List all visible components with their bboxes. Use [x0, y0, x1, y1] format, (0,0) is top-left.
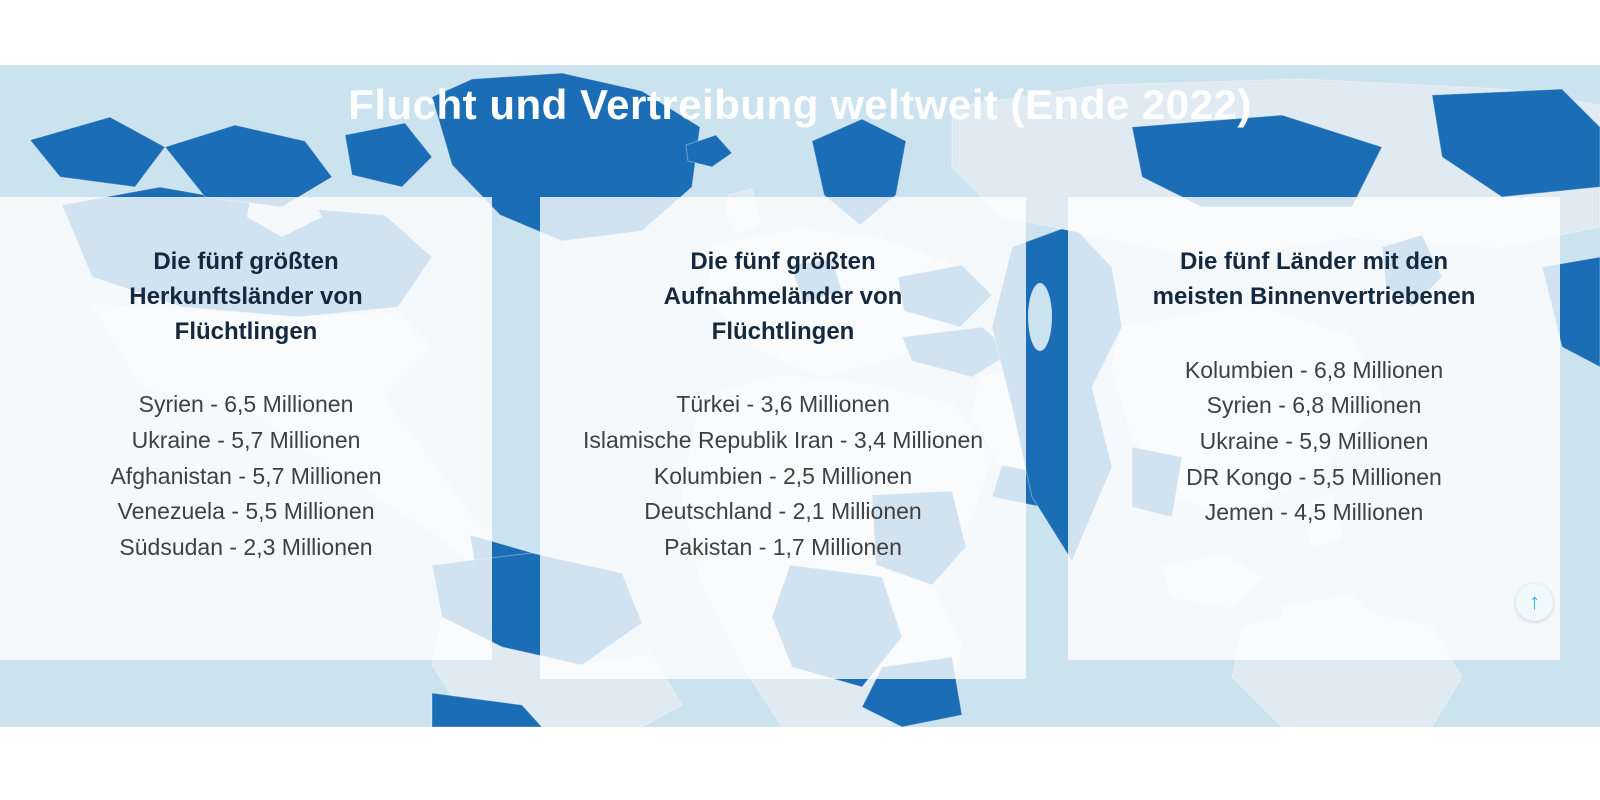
stat-item: Südsudan - 2,3 Millionen — [119, 533, 373, 560]
stat-item: Afghanistan - 5,7 Millionen — [110, 462, 382, 489]
stat-item: Syrien - 6,8 Millionen — [1206, 392, 1422, 419]
stat-item: Pakistan - 1,7 Millionen — [664, 533, 902, 560]
stat-item: DR Kongo - 5,5 Millionen — [1186, 463, 1442, 490]
stat-item: Deutschland - 2,1 Millionen — [644, 498, 922, 525]
card-host-countries: Die fünf größten Aufnahmeländer von Flüc… — [540, 197, 1026, 679]
scroll-to-top-button[interactable]: ↑ — [1516, 584, 1553, 621]
stat-item: Syrien - 6,5 Millionen — [138, 391, 354, 418]
card-origin-list: Syrien - 6,5 Millionen Ukraine - 5,7 Mil… — [36, 387, 456, 565]
card-origin-heading: Die fünf größten Herkunftsländer von Flü… — [129, 248, 363, 345]
card-internally-displaced: Die fünf Länder mit den meisten Binnenve… — [1068, 197, 1560, 660]
stat-item: Ukraine - 5,9 Millionen — [1199, 427, 1429, 454]
stat-item: Islamische Republik Iran - 3,4 Millionen — [582, 427, 984, 454]
stat-item: Venezuela - 5,5 Millionen — [117, 498, 375, 525]
card-host-list: Türkei - 3,6 Millionen Islamische Republ… — [573, 387, 993, 565]
page-title: Flucht und Vertreibung weltweit (Ende 20… — [348, 81, 1252, 128]
card-internal-list: Kolumbien - 6,8 Millionen Syrien - 6,8 M… — [1104, 353, 1524, 531]
stat-item: Jemen - 4,5 Millionen — [1204, 499, 1424, 526]
card-host-heading: Die fünf größten Aufnahmeländer von Flüc… — [663, 248, 903, 345]
map-section: Flucht und Vertreibung weltweit (Ende 20… — [0, 65, 1600, 727]
stat-item: Ukraine - 5,7 Millionen — [131, 427, 361, 454]
card-internal-heading: Die fünf Länder mit den meisten Binnenve… — [1152, 248, 1476, 310]
stat-item: Türkei - 3,6 Millionen — [676, 391, 890, 418]
stat-item: Kolumbien - 2,5 Millionen — [653, 462, 913, 489]
up-arrow-icon: ↑ — [1529, 589, 1540, 614]
stat-item: Kolumbien - 6,8 Millionen — [1184, 356, 1444, 383]
card-origin-countries: Die fünf größten Herkunftsländer von Flü… — [0, 197, 492, 660]
